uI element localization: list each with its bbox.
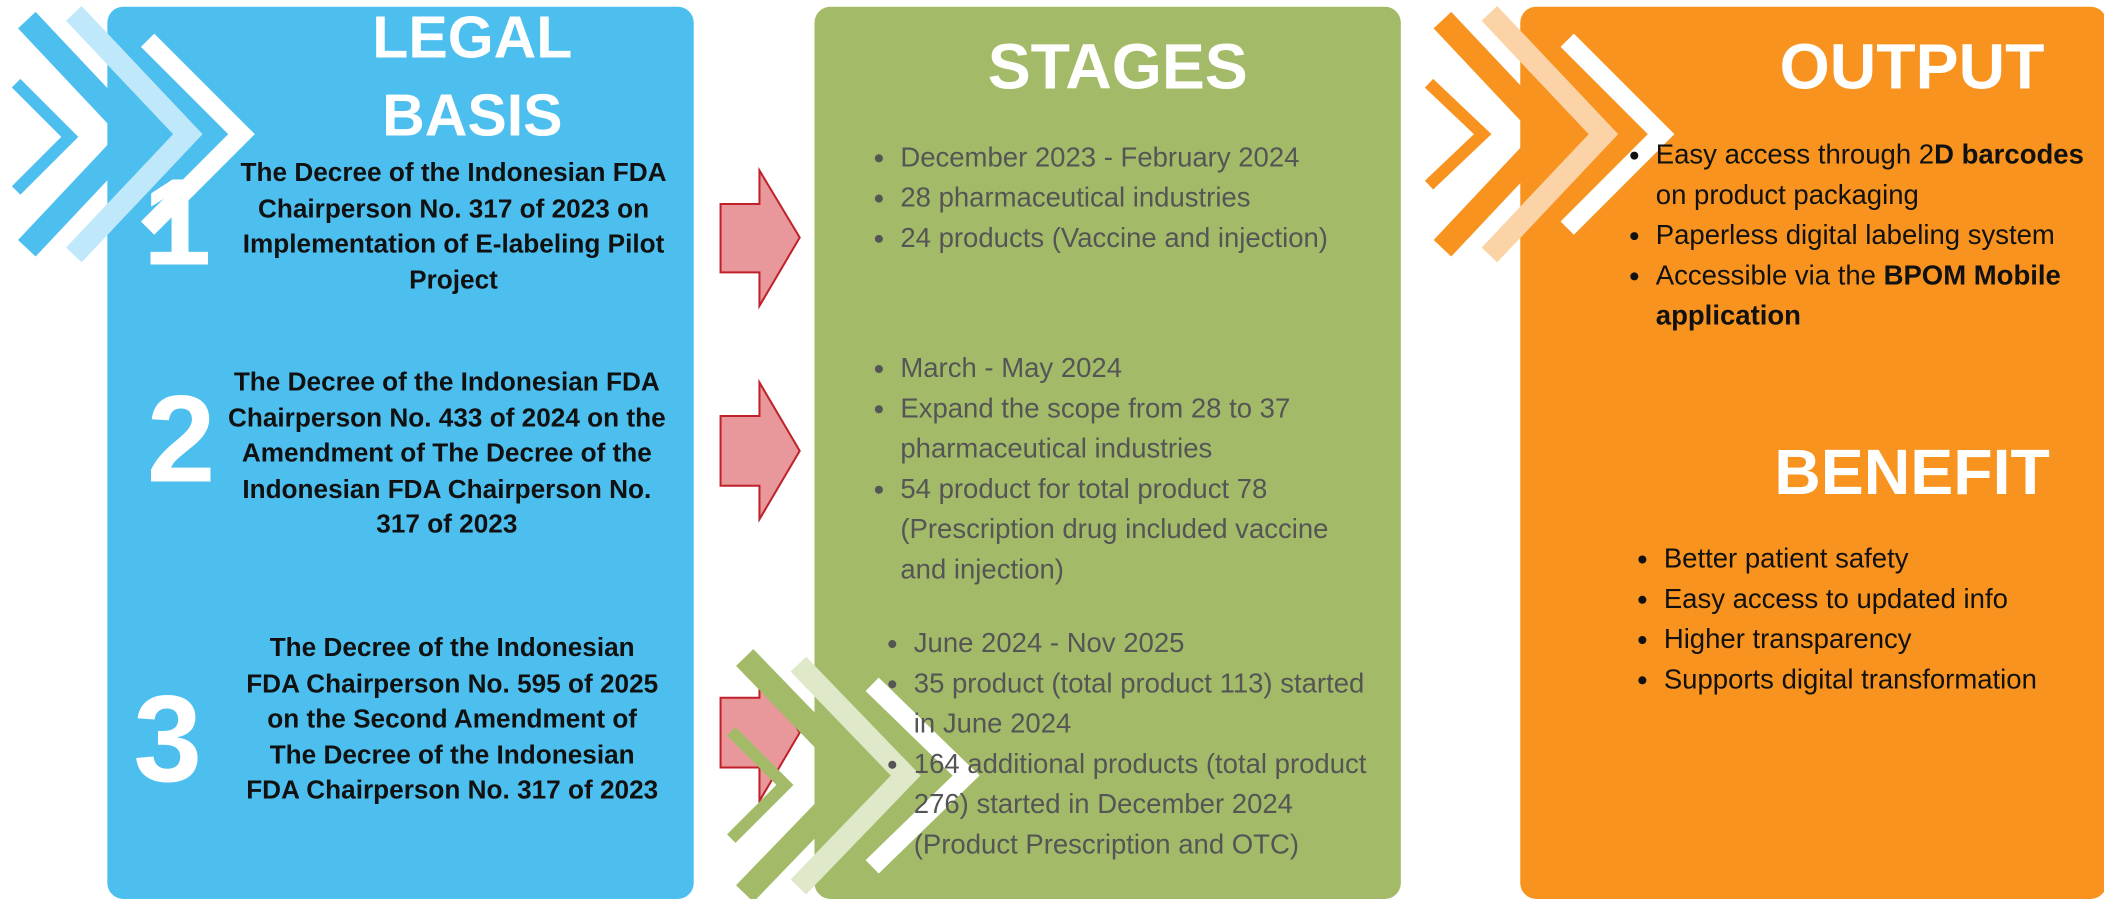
stage-item: 54 product for total product 78 (Prescri…: [900, 470, 1376, 591]
stage-item: 28 pharmaceutical industries: [900, 178, 1376, 218]
stage-item: Expand the scope from 28 to 37 pharmaceu…: [900, 389, 1376, 470]
stage-item: 35 product (total product 113) started i…: [914, 664, 1370, 745]
output-panel: [1520, 6, 2104, 899]
text: Accessible via the: [1655, 260, 1884, 292]
stage-item: December 2023 - February 2024: [900, 138, 1376, 178]
output-item: Paperless digital labeling system: [1656, 216, 2099, 256]
arrows: [719, 166, 801, 805]
stage-list: June 2024 - Nov 2025 35 product (total p…: [879, 624, 1370, 866]
bold-text: BPOM Mobile application: [1655, 260, 2061, 332]
output-title: OUTPUT: [1779, 32, 2045, 104]
output-item: Accessible via the BPOM Mobile applicati…: [1656, 256, 2099, 337]
stage-list: December 2023 - February 2024 28 pharmac…: [865, 138, 1376, 259]
legal-panel: [107, 6, 694, 899]
legal-text: The Decree of the Indonesian FDA Chairpe…: [246, 633, 659, 806]
stage-item: June 2024 - Nov 2025: [914, 624, 1370, 664]
benefit-item: Easy access to updated info: [1664, 580, 2104, 620]
legal-number: 3: [133, 670, 203, 808]
output-item: Easy access through 2D barcodes on produ…: [1656, 136, 2099, 217]
stage-item: 24 products (Vaccine and injection): [900, 219, 1376, 259]
legal-number: 1: [142, 154, 212, 292]
legal-number: 2: [146, 371, 216, 509]
legal-text: The Decree of the Indonesian FDA Chairpe…: [240, 158, 667, 295]
stage-item: 164 additional products (total product 2…: [914, 745, 1370, 866]
benefit-item: Supports digital transformation: [1664, 660, 2104, 700]
bold-text: D barcodes: [1934, 139, 2084, 171]
legal-title: LEGAL BASIS: [372, 5, 573, 149]
text: Easy access through 2: [1655, 139, 1935, 171]
benefit-list: Better patient safety Easy access to upd…: [1629, 539, 2104, 700]
benefit-item: Higher transparency: [1664, 620, 2104, 660]
stage-item: March - May 2024: [900, 349, 1376, 389]
text: Paperless digital labeling system: [1655, 220, 2055, 251]
output-list: Easy access through 2D barcodes on produ…: [1621, 136, 2099, 337]
text: on product packaging: [1655, 179, 1919, 211]
stage-list: March - May 2024 Expand the scope from 2…: [865, 349, 1376, 591]
chevrons-orange: [1424, 6, 1675, 263]
chevrons-blue: [11, 6, 255, 263]
legal-text: The Decree of the Indonesian FDA Chairpe…: [227, 367, 666, 540]
stages-title: STAGES: [987, 32, 1248, 104]
benefit-title: BENEFIT: [1774, 437, 2050, 509]
stages-panel: [814, 6, 1401, 899]
benefit-item: Better patient safety: [1664, 539, 2104, 579]
chevrons-green: [727, 649, 980, 899]
